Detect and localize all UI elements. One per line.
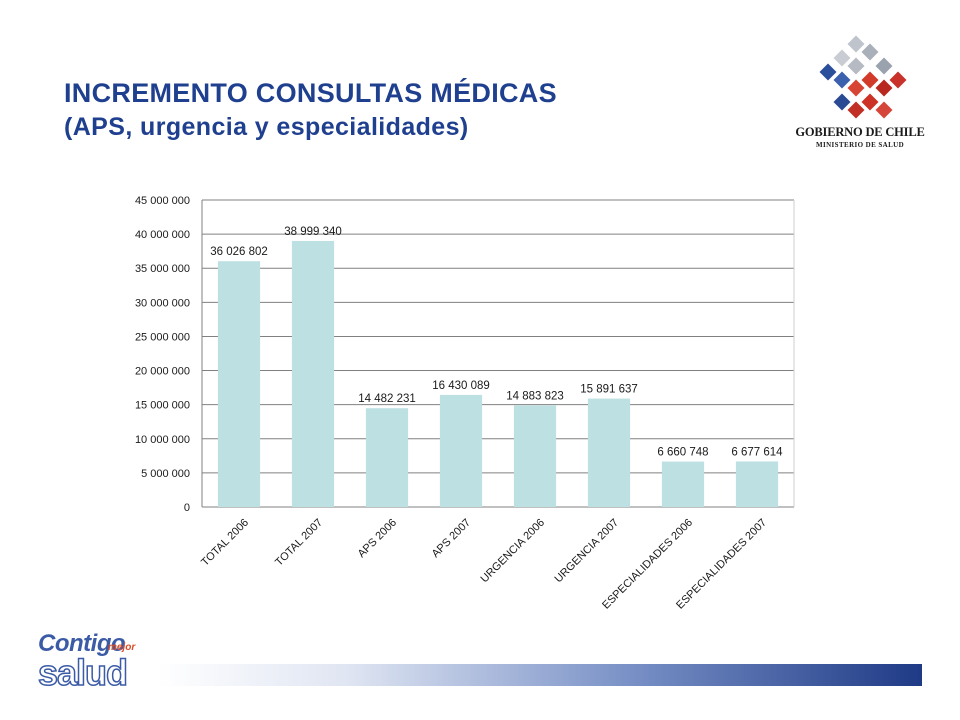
y-tick-label: 5 000 000 bbox=[141, 468, 190, 480]
logo-name: GOBIERNO DE CHILE bbox=[795, 125, 925, 139]
slide-title: INCREMENTO CONSULTAS MÉDICAS (APS, urgen… bbox=[64, 76, 557, 144]
bar bbox=[365, 408, 409, 507]
footer-logo-word-mejor: mejor bbox=[108, 642, 136, 653]
data-label: 36 026 802 bbox=[210, 246, 268, 258]
footer-gradient-bar bbox=[158, 664, 922, 686]
x-tick-label: TOTAL 2006 bbox=[199, 517, 251, 569]
bar bbox=[291, 240, 335, 507]
title-line-2: (APS, urgencia y especialidades) bbox=[64, 113, 469, 141]
y-tick-label: 35 000 000 bbox=[135, 263, 190, 275]
footer-logo-word-contigo: Contigo bbox=[38, 630, 126, 657]
data-label: 15 891 637 bbox=[580, 384, 638, 396]
y-tick-label: 30 000 000 bbox=[135, 297, 190, 309]
data-label: 38 999 340 bbox=[284, 226, 342, 238]
data-label: 14 883 823 bbox=[506, 390, 564, 402]
x-tick-label: URGENCIA 2006 bbox=[479, 517, 548, 586]
y-tick-label: 10 000 000 bbox=[135, 434, 190, 446]
x-tick-label: APS 2006 bbox=[356, 517, 400, 561]
y-tick-label: 40 000 000 bbox=[135, 229, 190, 241]
logo-subname: MINISTERIO DE SALUD bbox=[815, 141, 905, 149]
x-axis-ticks: TOTAL 2006 TOTAL 2007 APS 2006 APS 2007 URGE… bbox=[199, 517, 769, 612]
data-labels: 36 026 802 38 999 340 14 482 231 16 430 089… bbox=[210, 226, 783, 459]
data-label: 16 430 089 bbox=[432, 380, 490, 392]
data-label: 14 482 231 bbox=[358, 393, 416, 405]
logo-emblem-icon bbox=[819, 35, 907, 119]
x-tick-label: URGENCIA 2007 bbox=[553, 517, 622, 586]
bar bbox=[217, 261, 261, 507]
x-tick-label: APS 2007 bbox=[430, 517, 474, 561]
y-tick-label: 45 000 000 bbox=[135, 195, 190, 207]
gobierno-de-chile-logo bbox=[819, 35, 907, 119]
bar bbox=[661, 461, 705, 507]
y-axis-ticks: 0 5 000 000 10 000 000 15 000 000 20 000 000… bbox=[135, 195, 190, 514]
bar-layer bbox=[217, 240, 779, 507]
title-line-1: INCREMENTO CONSULTAS MÉDICAS bbox=[64, 78, 557, 108]
logo-text: GOBIERNO DE CHILE MINISTERIO DE SALUD bbox=[790, 125, 930, 149]
bar bbox=[439, 394, 483, 507]
y-tick-label: 15 000 000 bbox=[135, 400, 190, 412]
footer-logo-word-salud: salud bbox=[37, 651, 129, 694]
grid-layer bbox=[201, 199, 795, 508]
bar bbox=[735, 461, 779, 507]
data-label: 6 660 748 bbox=[657, 447, 708, 459]
y-tick-label: 25 000 000 bbox=[135, 331, 190, 343]
bar bbox=[587, 398, 631, 507]
y-tick-label: 0 bbox=[184, 502, 190, 514]
contigo-mejor-salud-logo: Contigo mejor salud bbox=[36, 628, 156, 694]
x-tick-label: TOTAL 2007 bbox=[273, 517, 325, 569]
data-label: 6 677 614 bbox=[731, 446, 783, 458]
bar bbox=[513, 405, 557, 507]
y-tick-label: 20 000 000 bbox=[135, 366, 190, 378]
